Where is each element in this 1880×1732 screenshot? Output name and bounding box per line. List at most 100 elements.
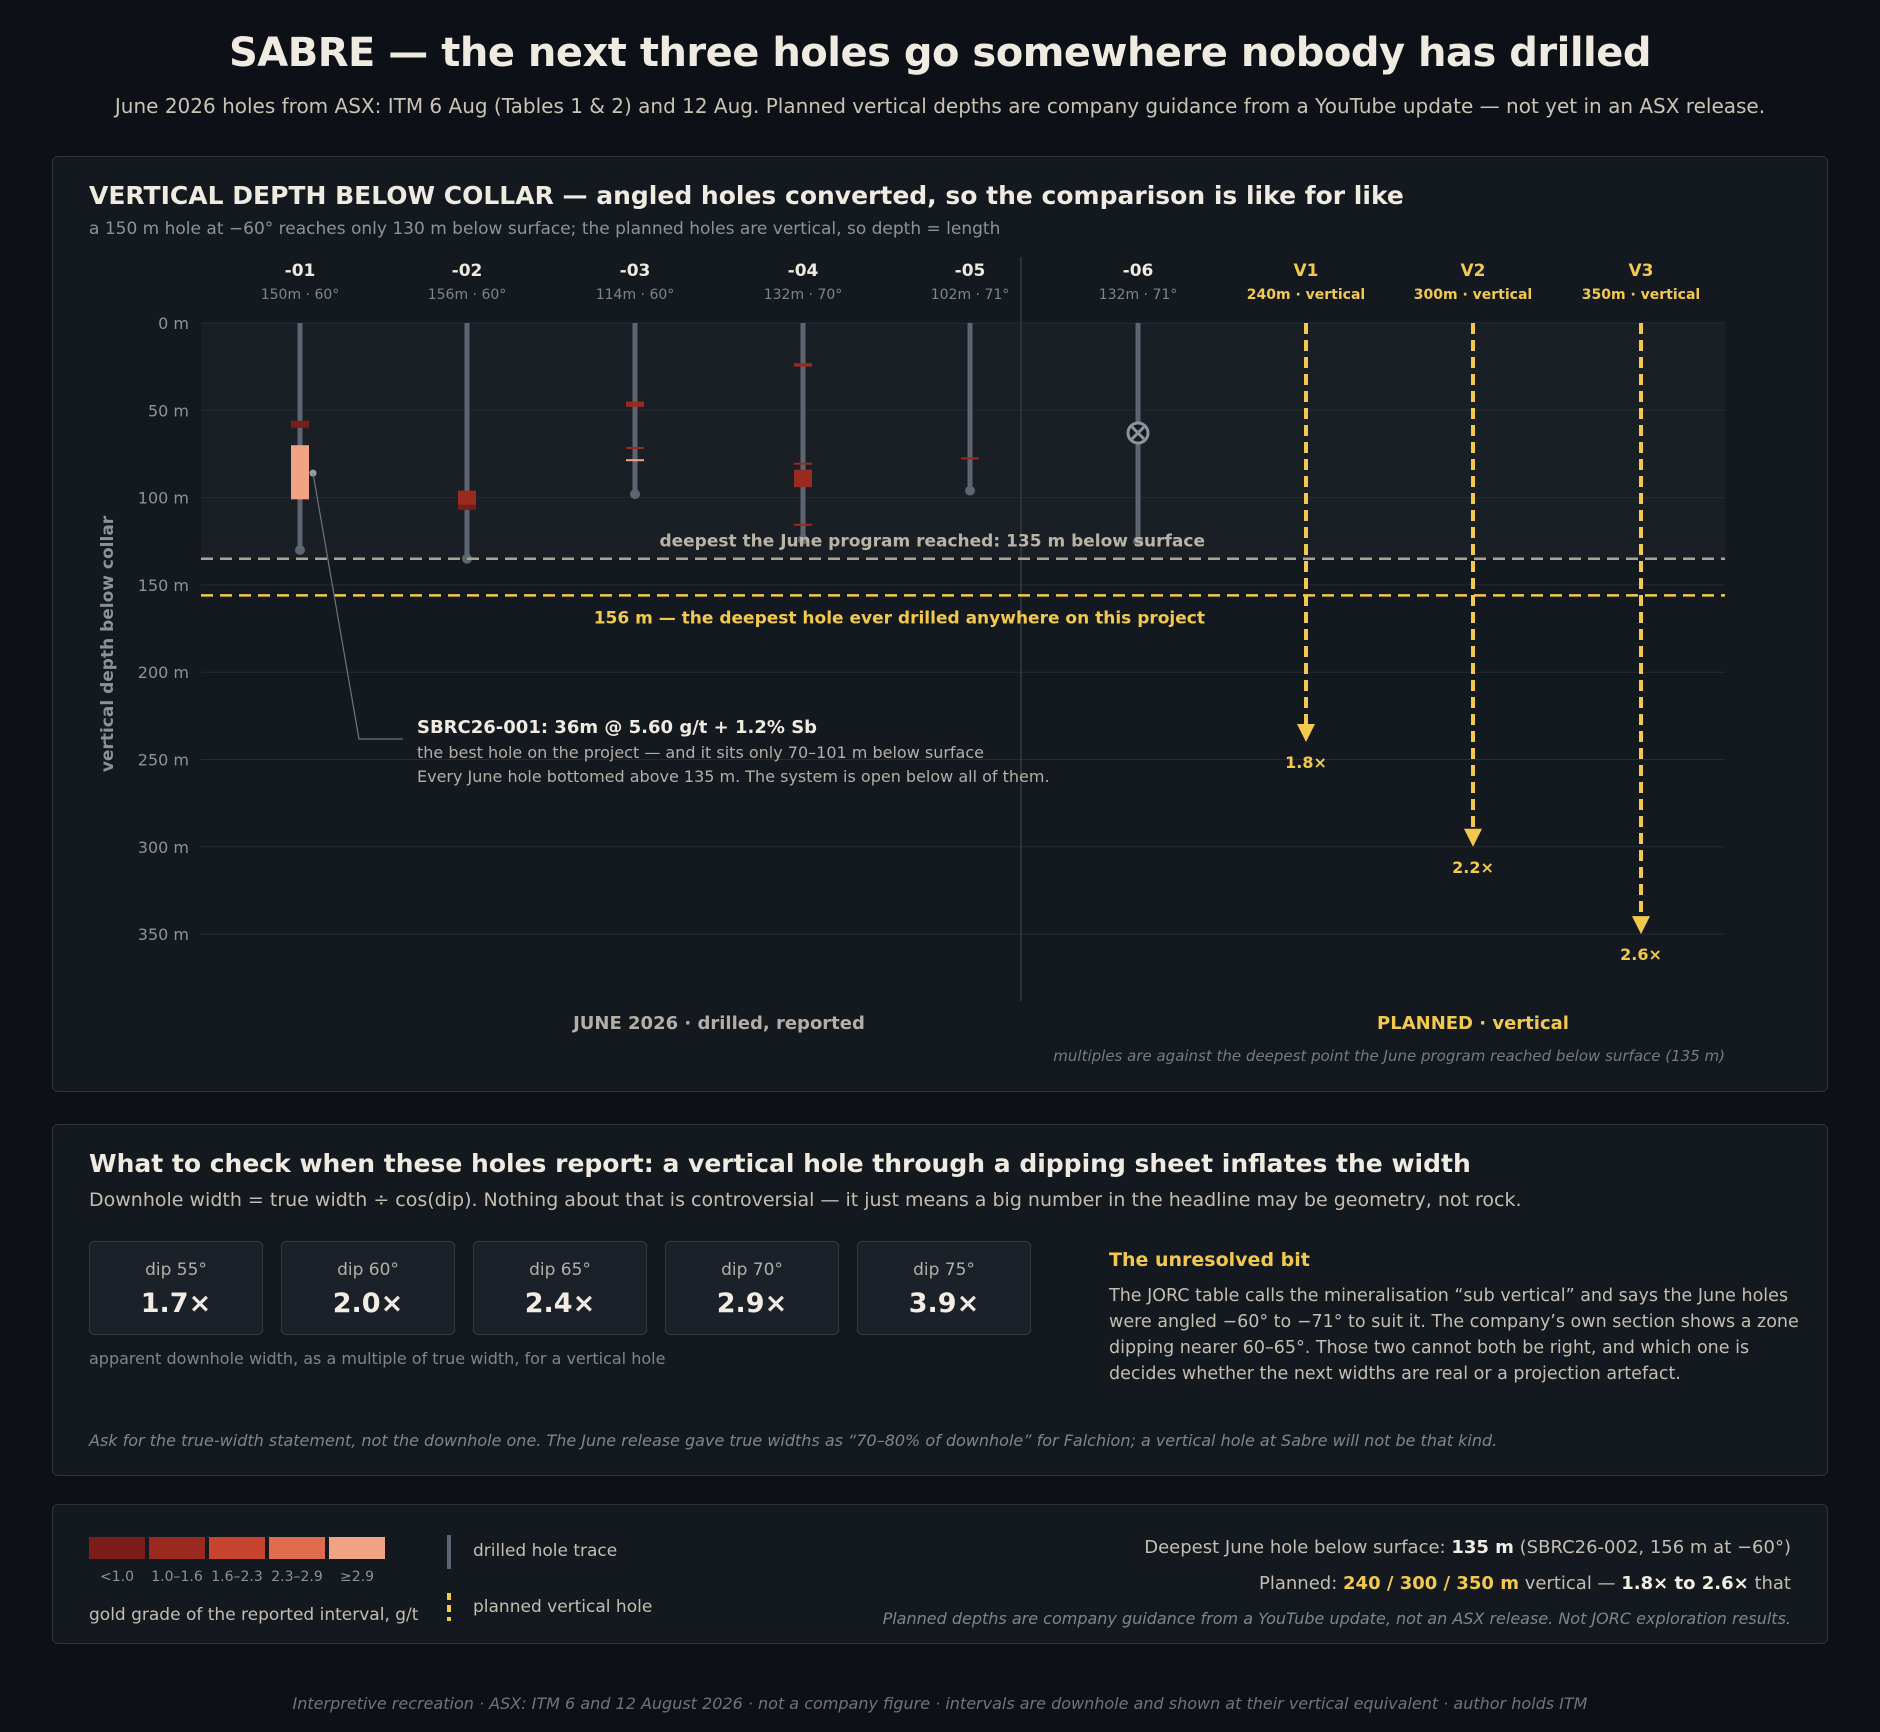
y-tick-label: 350 m — [138, 925, 189, 944]
planned-disclaimer: Planned depths are company guidance from… — [882, 1609, 1791, 1628]
hole-id-label: -06 — [1123, 261, 1154, 281]
dip-card-label: dip 60° — [337, 1260, 399, 1280]
mineralised-interval — [291, 445, 309, 500]
mineralised-interval — [626, 446, 644, 449]
depth-chart: 0 m 50 m 100 m 150 m 200 m 250 m 300 m 350 m ver… — [98, 257, 1725, 1065]
mineralised-interval — [291, 420, 309, 428]
drill-trace-end — [630, 489, 640, 500]
page-title: SABRE — the next three holes go somewher… — [228, 30, 1652, 76]
chart-title: VERTICAL DEPTH BELOW COLLAR — angled hol… — [89, 181, 1404, 210]
chart-footnote: multiples are against the deepest point … — [1053, 1047, 1725, 1065]
drilled-trace-label: drilled hole trace — [473, 1541, 618, 1561]
planned-trace-swatch — [447, 1593, 451, 1621]
planned-spec-label: 240m · vertical — [1247, 287, 1365, 303]
mineralised-interval — [794, 363, 812, 367]
hole-id-label: -02 — [452, 261, 483, 281]
y-tick-label: 300 m — [138, 838, 189, 857]
stat-value: 1.8× to 2.6× — [1621, 1573, 1749, 1594]
hole-spec-label: 156m · 60° — [428, 287, 507, 303]
hole-spec-label: 132m · 71° — [1099, 287, 1178, 303]
mineralised-interval — [794, 462, 812, 465]
drill-trace-end — [965, 485, 975, 496]
grade-bin-label: 1.0–1.6 — [151, 1569, 203, 1585]
dip-card-60: dip 60° 2.0× — [281, 1241, 455, 1335]
drilled-section-label: JUNE 2026 · drilled, reported — [571, 1013, 865, 1034]
stat-value: 135 m — [1451, 1537, 1514, 1558]
hole-spec-label: 102m · 71° — [931, 287, 1010, 303]
width-check-panel: What to check when these holes report: a… — [52, 1124, 1828, 1476]
hole-id-label: -04 — [788, 261, 819, 281]
footer-note: Interpretive recreation · ASX: ITM 6 and… — [292, 1694, 1588, 1713]
hole-spec-label: 114m · 60° — [596, 287, 675, 303]
planned-hole-arrow — [1632, 916, 1650, 935]
dip-card-label: dip 75° — [913, 1260, 975, 1280]
grade-swatch-gte2.9 — [329, 1537, 385, 1559]
dip-card-value: 2.4× — [524, 1288, 596, 1319]
annotation-line: the best hole on the project — and it si… — [417, 743, 984, 762]
drill-trace-end — [1133, 536, 1143, 547]
hole-id-label: -01 — [285, 261, 316, 281]
planned-multiple-label: 2.2× — [1452, 858, 1494, 877]
stat-text: that — [1748, 1573, 1791, 1594]
page-subtitle: June 2026 holes from ASX: ITM 6 Aug (Tab… — [114, 94, 1766, 118]
stat-text: Planned: — [1259, 1573, 1344, 1594]
hole-id-label: -05 — [955, 261, 986, 281]
hole-spec-label: 132m · 70° — [764, 287, 843, 303]
planned-multiple-label: 1.8× — [1285, 753, 1327, 772]
dip-card-value: 1.7× — [140, 1288, 212, 1319]
annotation-leader — [312, 473, 403, 740]
dip-card-value: 3.9× — [908, 1288, 980, 1319]
dip-card-label: dip 70° — [721, 1260, 783, 1280]
y-tick-label: 50 m — [148, 401, 189, 420]
drilled-depth-band — [201, 323, 1725, 559]
planned-hole-arrow — [1297, 724, 1315, 743]
grade-bin-label: 1.6–2.3 — [211, 1569, 263, 1585]
y-axis-label: vertical depth below collar — [98, 515, 118, 772]
june-deepest-label: deepest the June program reached: 135 m … — [659, 532, 1205, 552]
stat-text: Deepest June hole below surface: — [1144, 1537, 1452, 1558]
check-title: What to check when these holes report: a… — [89, 1149, 1471, 1178]
abandoned-hole-icon — [1130, 425, 1146, 441]
hole-id-label: -03 — [620, 261, 651, 281]
planned-stat: Planned: 240 / 300 / 350 m vertical — 1.… — [1259, 1573, 1791, 1594]
hole-spec-label: 150m · 60° — [261, 287, 340, 303]
dip-card-70: dip 70° 2.9× — [665, 1241, 839, 1335]
annotation-title: SBRC26-001: 36m @ 5.60 g/t + 1.2% Sb — [417, 717, 817, 738]
legend-panel: <1.0 1.0–1.6 1.6–2.3 2.3–2.9 ≥2.9 gold g… — [52, 1504, 1828, 1644]
mineralised-interval — [794, 469, 812, 488]
annotation-line: Every June hole bottomed above 135 m. Th… — [417, 767, 1050, 786]
deepest-hole-stat: Deepest June hole below surface: 135 m (… — [1144, 1537, 1791, 1558]
drilled-trace-swatch — [447, 1535, 451, 1569]
dip-card-label: dip 55° — [145, 1260, 207, 1280]
planned-section-label: PLANNED · vertical — [1377, 1013, 1569, 1034]
planned-hole-arrow — [1464, 828, 1482, 847]
grade-bin-label: 2.3–2.9 — [271, 1569, 323, 1585]
dip-cards-caption: apparent downhole width, as a multiple o… — [89, 1349, 666, 1368]
grade-swatch-1.6-2.3 — [209, 1537, 265, 1559]
depth-chart-panel: 0 m 50 m 100 m 150 m 200 m 250 m 300 m 350 m ver… — [52, 156, 1828, 1092]
drill-trace-end — [295, 544, 305, 555]
mineralised-interval — [961, 457, 979, 460]
check-note: Ask for the true-width statement, not th… — [89, 1431, 1498, 1450]
grade-swatch-1-1.6 — [149, 1537, 205, 1559]
dip-card-label: dip 65° — [529, 1260, 591, 1280]
planned-spec-label: 350m · vertical — [1582, 287, 1700, 303]
y-tick-label: 200 m — [138, 663, 189, 682]
unresolved-body: The JORC table calls the mineralisation … — [1109, 1286, 1799, 1384]
y-tick-label: 0 m — [158, 314, 189, 333]
planned-multiple-label: 2.6× — [1620, 945, 1662, 964]
grade-swatch-2.3-2.9 — [269, 1537, 325, 1559]
grade-bin-label: ≥2.9 — [340, 1569, 374, 1585]
dip-card-value: 2.9× — [716, 1288, 788, 1319]
planned-id-label: V1 — [1294, 261, 1319, 281]
planned-id-label: V3 — [1629, 261, 1654, 281]
drill-trace-end — [798, 534, 808, 545]
check-subtitle: Downhole width = true width ÷ cos(dip). … — [89, 1189, 1522, 1211]
stat-value: 240 / 300 / 350 m — [1343, 1573, 1519, 1594]
grade-caption: gold grade of the reported interval, g/t — [89, 1605, 419, 1625]
dip-card-55: dip 55° 1.7× — [89, 1241, 263, 1335]
stat-text: vertical — — [1518, 1573, 1622, 1594]
grade-swatch-lt1 — [89, 1537, 145, 1559]
dip-card-value: 2.0× — [332, 1288, 404, 1319]
dip-card-75: dip 75° 3.9× — [857, 1241, 1031, 1335]
